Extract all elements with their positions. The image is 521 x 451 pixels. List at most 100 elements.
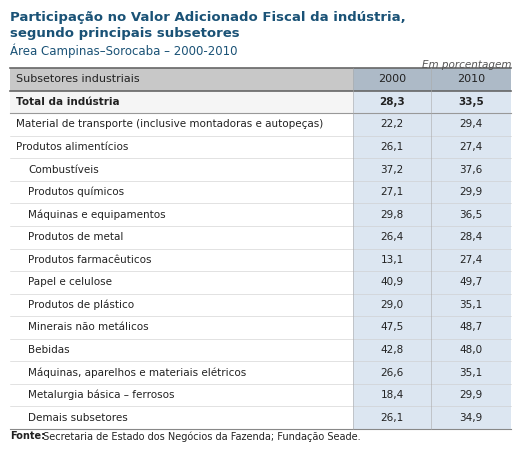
Text: 35,1: 35,1 (460, 300, 482, 310)
Text: 37,2: 37,2 (380, 165, 404, 175)
Bar (10, 294, 511, 316)
Bar (431, 203, 511, 226)
Bar (353, 226, 431, 249)
Text: Minerais não metálicos: Minerais não metálicos (28, 322, 148, 332)
Text: 26,1: 26,1 (380, 413, 404, 423)
Text: Produtos químicos: Produtos químicos (28, 187, 124, 198)
Text: 26,1: 26,1 (380, 142, 404, 152)
Text: 27,1: 27,1 (380, 187, 404, 197)
Bar (10, 136, 511, 158)
Bar (353, 406, 431, 429)
Text: 28,4: 28,4 (460, 232, 482, 242)
Bar (10, 316, 511, 339)
Bar (431, 361, 511, 384)
Text: Fonte:: Fonte: (10, 431, 45, 441)
Text: 26,4: 26,4 (380, 232, 404, 242)
Bar (431, 249, 511, 271)
Text: Total da indústria: Total da indústria (16, 97, 120, 107)
Text: 22,2: 22,2 (380, 120, 404, 129)
Text: 47,5: 47,5 (380, 322, 404, 332)
Bar (353, 91, 431, 113)
Bar (353, 158, 431, 181)
Bar (353, 68, 431, 91)
Text: 29,9: 29,9 (460, 390, 482, 400)
Text: 28,3: 28,3 (379, 97, 405, 107)
Bar (431, 384, 511, 406)
Bar (431, 406, 511, 429)
Bar (353, 181, 431, 203)
Text: 29,8: 29,8 (380, 210, 404, 220)
Text: 13,1: 13,1 (380, 255, 404, 265)
Text: 42,8: 42,8 (380, 345, 404, 355)
Text: 48,0: 48,0 (460, 345, 482, 355)
Bar (353, 271, 431, 294)
Bar (10, 68, 511, 91)
Bar (10, 158, 511, 181)
Bar (10, 271, 511, 294)
Text: Produtos farmacêuticos: Produtos farmacêuticos (28, 255, 152, 265)
Text: Área Campinas–Sorocaba – 2000-2010: Área Campinas–Sorocaba – 2000-2010 (10, 43, 238, 57)
Bar (353, 316, 431, 339)
Text: Produtos de metal: Produtos de metal (28, 232, 123, 242)
Bar (353, 294, 431, 316)
Text: 26,6: 26,6 (380, 368, 404, 377)
Text: Produtos de plástico: Produtos de plástico (28, 299, 134, 310)
Text: 34,9: 34,9 (460, 413, 482, 423)
Text: 18,4: 18,4 (380, 390, 404, 400)
Text: 49,7: 49,7 (460, 277, 482, 287)
Text: 36,5: 36,5 (460, 210, 482, 220)
Bar (10, 249, 511, 271)
Text: 27,4: 27,4 (460, 255, 482, 265)
Text: 48,7: 48,7 (460, 322, 482, 332)
Text: Bebidas: Bebidas (28, 345, 70, 355)
Bar (353, 384, 431, 406)
Bar (10, 113, 511, 136)
Bar (10, 384, 511, 406)
Text: segundo principais subsetores: segundo principais subsetores (10, 27, 240, 40)
Bar (353, 339, 431, 361)
Text: 35,1: 35,1 (460, 368, 482, 377)
Text: Demais subsetores: Demais subsetores (28, 413, 128, 423)
Text: 40,9: 40,9 (380, 277, 404, 287)
Bar (10, 203, 511, 226)
Text: 29,4: 29,4 (460, 120, 482, 129)
Text: 27,4: 27,4 (460, 142, 482, 152)
Bar (431, 294, 511, 316)
Bar (431, 136, 511, 158)
Text: Em porcentagem: Em porcentagem (421, 60, 511, 70)
Bar (10, 406, 511, 429)
Text: Participação no Valor Adicionado Fiscal da indústria,: Participação no Valor Adicionado Fiscal … (10, 11, 406, 24)
Bar (353, 113, 431, 136)
Text: 29,9: 29,9 (460, 187, 482, 197)
Bar (10, 339, 511, 361)
Text: Máquinas, aparelhos e materiais elétricos: Máquinas, aparelhos e materiais elétrico… (28, 368, 246, 378)
Bar (431, 91, 511, 113)
Bar (353, 203, 431, 226)
Bar (431, 339, 511, 361)
Bar (10, 226, 511, 249)
Text: Subsetores industriais: Subsetores industriais (16, 74, 140, 84)
Text: Papel e celulose: Papel e celulose (28, 277, 112, 287)
Text: Produtos alimentícios: Produtos alimentícios (16, 142, 128, 152)
Bar (353, 136, 431, 158)
Bar (431, 181, 511, 203)
Bar (431, 271, 511, 294)
Text: 29,0: 29,0 (380, 300, 404, 310)
Bar (10, 361, 511, 384)
Text: 33,5: 33,5 (458, 97, 484, 107)
Text: Metalurgia básica – ferrosos: Metalurgia básica – ferrosos (28, 390, 175, 400)
Bar (431, 158, 511, 181)
Text: 37,6: 37,6 (460, 165, 482, 175)
Bar (10, 91, 511, 113)
Bar (431, 316, 511, 339)
Text: Material de transporte (inclusive montadoras e autopeças): Material de transporte (inclusive montad… (16, 120, 323, 129)
Text: Secretaria de Estado dos Negócios da Fazenda; Fundação Seade.: Secretaria de Estado dos Negócios da Faz… (40, 431, 361, 442)
Bar (10, 181, 511, 203)
Text: 2000: 2000 (378, 74, 406, 84)
Text: 2010: 2010 (457, 74, 485, 84)
Bar (431, 113, 511, 136)
Text: Combustíveis: Combustíveis (28, 165, 99, 175)
Text: Máquinas e equipamentos: Máquinas e equipamentos (28, 209, 166, 220)
Bar (431, 226, 511, 249)
Bar (353, 249, 431, 271)
